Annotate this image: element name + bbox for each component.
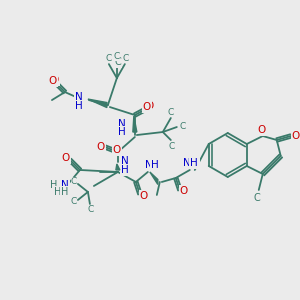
Text: H: H <box>152 159 160 169</box>
Text: H: H <box>122 164 130 174</box>
Text: N: N <box>184 157 192 167</box>
Text: N: N <box>183 158 191 168</box>
Text: O: O <box>140 192 148 202</box>
Text: O: O <box>292 131 300 141</box>
Text: O: O <box>180 187 188 197</box>
Text: C: C <box>88 206 94 214</box>
Text: H: H <box>75 101 83 111</box>
Text: H: H <box>61 189 69 199</box>
Text: O: O <box>143 102 151 112</box>
Text: N: N <box>119 118 127 128</box>
Text: H: H <box>118 127 126 137</box>
Text: H: H <box>151 160 159 170</box>
Text: O: O <box>62 153 70 163</box>
Text: N: N <box>121 156 129 166</box>
Text: O: O <box>62 153 70 163</box>
Text: H: H <box>191 157 199 167</box>
Text: H: H <box>121 165 129 175</box>
Text: O: O <box>146 101 154 111</box>
Text: C: C <box>106 54 112 63</box>
Text: N: N <box>118 119 126 129</box>
Polygon shape <box>133 116 137 132</box>
Text: N: N <box>122 155 130 165</box>
Text: O: O <box>97 142 105 152</box>
Text: C: C <box>254 193 260 203</box>
Text: C: C <box>169 142 175 151</box>
Text: O: O <box>140 191 148 201</box>
Polygon shape <box>116 164 120 170</box>
Text: N: N <box>75 92 83 102</box>
Text: O: O <box>51 75 59 85</box>
Text: C: C <box>123 54 129 63</box>
Text: C: C <box>71 197 77 206</box>
Text: N: N <box>60 179 68 189</box>
Text: H: H <box>77 100 85 110</box>
Text: C: C <box>114 52 120 61</box>
Text: N: N <box>146 159 154 169</box>
Text: H: H <box>190 158 198 168</box>
Text: N: N <box>61 180 69 190</box>
Text: N: N <box>77 91 85 101</box>
Text: O: O <box>49 76 57 86</box>
Text: H: H <box>50 180 58 190</box>
Text: O: O <box>180 186 188 196</box>
Text: O: O <box>113 145 121 155</box>
Text: H: H <box>119 126 127 136</box>
Polygon shape <box>88 99 107 107</box>
Text: H: H <box>54 187 61 197</box>
Text: C: C <box>180 122 186 130</box>
Text: C: C <box>71 178 77 187</box>
Text: O: O <box>258 125 266 135</box>
Text: C: C <box>168 107 174 116</box>
Polygon shape <box>150 172 158 184</box>
Text: H: H <box>61 187 69 197</box>
Text: C: C <box>115 57 121 67</box>
Text: H: H <box>60 187 68 197</box>
Text: N: N <box>145 160 153 170</box>
